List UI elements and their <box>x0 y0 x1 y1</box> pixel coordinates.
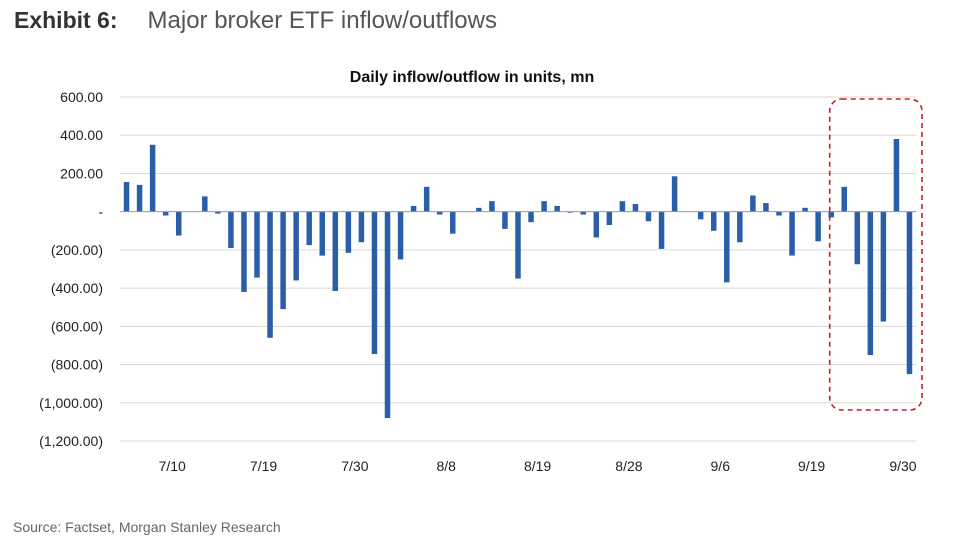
exhibit-title: Major broker ETF inflow/outflows <box>147 7 497 34</box>
axes: 600.00 400.00 200.00 - (200.00) (400.00) (600.… <box>39 89 917 474</box>
y-tick-label: (400.00) <box>51 280 103 296</box>
bar <box>632 204 639 212</box>
bar <box>554 205 560 212</box>
bar <box>841 186 847 212</box>
y-tick-label: 200.00 <box>60 165 103 181</box>
bar <box>345 211 352 253</box>
x-tick-label: 9/6 <box>711 458 731 474</box>
highlight-box <box>828 98 923 411</box>
exhibit-label: Exhibit 6: <box>14 7 118 33</box>
bar <box>149 144 156 212</box>
bar <box>489 201 495 212</box>
bar <box>671 176 678 212</box>
bar <box>371 211 378 355</box>
highlight-box-outline <box>828 98 923 411</box>
bar <box>528 211 534 223</box>
x-tick-label: 9/19 <box>798 458 825 474</box>
bar <box>893 139 900 212</box>
x-tick-label: 8/28 <box>615 458 642 474</box>
bar <box>136 184 143 212</box>
bar <box>476 207 482 212</box>
bar <box>410 205 417 212</box>
y-tick-label: (200.00) <box>51 242 103 258</box>
bar <box>880 211 887 322</box>
bar <box>293 211 299 281</box>
bar <box>123 182 130 212</box>
x-tick-label: 7/30 <box>341 458 368 474</box>
y-tick-label: (1,200.00) <box>39 433 103 449</box>
bar <box>867 211 874 355</box>
bar <box>332 211 339 291</box>
bar <box>776 211 782 216</box>
y-tick-label: 600.00 <box>60 89 103 105</box>
bar <box>358 211 365 243</box>
bar <box>750 195 756 212</box>
bar <box>515 211 521 279</box>
bar <box>724 211 730 283</box>
x-tick-label: 7/19 <box>250 458 277 474</box>
chart-title: Daily inflow/outflow in units, mn <box>350 69 594 86</box>
bar <box>619 201 626 212</box>
bar <box>397 211 404 260</box>
bar <box>450 211 456 234</box>
bar <box>280 211 286 310</box>
gridlines <box>120 96 916 442</box>
bar <box>606 211 613 226</box>
bar <box>658 211 665 249</box>
bar <box>241 211 247 292</box>
bar <box>737 211 743 243</box>
source-note: Source: Factset, Morgan Stanley Research <box>13 519 281 535</box>
bar <box>202 196 208 212</box>
bar <box>593 211 600 238</box>
bar <box>423 186 430 212</box>
bar <box>319 211 326 256</box>
bar <box>645 211 652 222</box>
bar <box>502 211 508 229</box>
bar <box>162 211 169 216</box>
bar <box>254 211 260 278</box>
bar <box>306 211 312 246</box>
y-tick-label: 400.00 <box>60 127 103 143</box>
bars <box>123 139 913 419</box>
x-tick-label: 7/10 <box>159 458 186 474</box>
bar <box>384 211 391 419</box>
x-tick-label: 9/30 <box>889 458 916 474</box>
bar <box>267 211 273 338</box>
bar <box>789 211 795 256</box>
bar <box>580 211 586 215</box>
x-tick-label: 8/8 <box>436 458 456 474</box>
y-tick-label: (600.00) <box>51 318 103 334</box>
y-tick-label: (1,000.00) <box>39 395 103 411</box>
y-tick-label: - <box>98 204 103 220</box>
bar <box>828 211 834 218</box>
bar <box>215 211 221 214</box>
x-tick-label: 8/19 <box>524 458 551 474</box>
bar <box>906 211 913 375</box>
bar <box>436 211 443 215</box>
bar <box>815 211 821 242</box>
bar <box>175 211 182 236</box>
bar-chart: Daily inflow/outflow in units, mn 600.00… <box>39 69 923 474</box>
y-tick-label: (800.00) <box>51 357 103 373</box>
bar <box>763 203 769 212</box>
bar <box>854 211 861 265</box>
exhibit-header: Exhibit 6: Major broker ETF inflow/outfl… <box>14 7 497 41</box>
bar <box>697 211 704 220</box>
bar <box>710 211 717 231</box>
bar <box>228 211 234 248</box>
bar <box>802 207 808 212</box>
bar <box>541 201 547 212</box>
